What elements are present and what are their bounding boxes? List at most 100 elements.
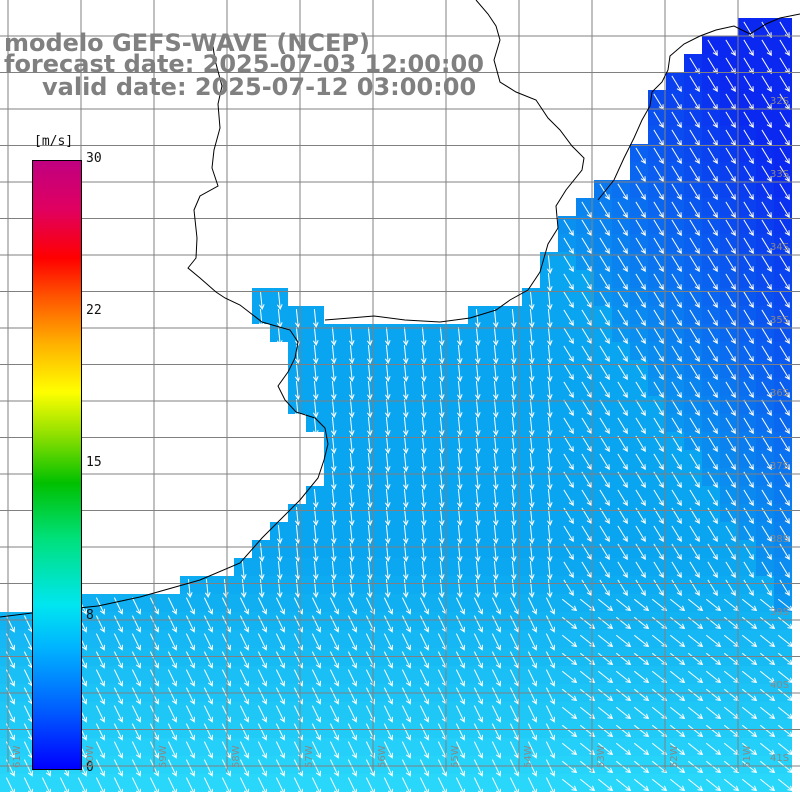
wind-arrow	[597, 706, 614, 720]
wind-arrow	[689, 489, 700, 507]
wind-arrow	[546, 290, 553, 310]
wind-arrow	[563, 453, 574, 471]
wind-arrow	[330, 434, 337, 454]
wind-arrow	[383, 651, 393, 669]
wind-arrow	[221, 777, 231, 795]
wind-arrow	[705, 688, 722, 702]
wind-arrow	[347, 633, 357, 651]
wind-arrow	[527, 705, 537, 723]
wind-arrow	[185, 705, 195, 723]
wind-arrow	[705, 616, 722, 630]
wind-arrow	[635, 165, 646, 183]
wind-arrow	[384, 578, 391, 598]
wind-arrow	[312, 344, 319, 364]
wind-arrow	[276, 326, 283, 346]
wind-arrow	[384, 434, 391, 454]
wind-arrow	[597, 670, 614, 684]
wind-arrow	[669, 778, 686, 792]
wind-arrow	[258, 308, 265, 328]
wind-arrow	[743, 183, 754, 201]
wind-arrow	[330, 542, 337, 562]
wind-arrow	[528, 290, 535, 310]
wind-arrow	[420, 326, 427, 346]
wind-arrow	[366, 344, 373, 364]
wind-arrow	[348, 578, 355, 598]
wind-arrow	[257, 669, 267, 687]
ocean-wind-field	[0, 18, 792, 792]
wind-arrow	[581, 525, 592, 543]
wind-arrow	[527, 723, 537, 741]
wind-arrow	[401, 615, 411, 633]
wind-arrow	[761, 489, 772, 507]
wind-arrow	[275, 669, 285, 687]
wind-arrow	[563, 435, 574, 453]
wind-arrow	[510, 560, 517, 580]
wind-arrow	[759, 616, 776, 630]
wind-arrow	[599, 381, 610, 399]
wind-arrow	[635, 525, 646, 543]
wind-arrow	[527, 741, 537, 759]
wind-arrow	[761, 345, 772, 363]
wind-arrow	[384, 542, 391, 562]
wind-arrow	[366, 560, 373, 580]
wind-arrow	[581, 561, 592, 579]
wind-arrow	[561, 670, 578, 684]
wind-arrow	[420, 542, 427, 562]
wind-arrow	[455, 723, 465, 741]
wind-arrow	[131, 705, 141, 723]
wind-arrow	[741, 634, 758, 648]
wind-arrow	[492, 326, 499, 346]
wind-arrow	[312, 524, 319, 544]
wind-arrow	[509, 669, 519, 687]
wind-arrow	[635, 237, 646, 255]
wind-arrow	[546, 398, 553, 418]
wind-arrow	[671, 399, 682, 417]
wind-arrow	[635, 489, 646, 507]
wind-arrow	[347, 597, 357, 615]
wind-arrow	[777, 598, 794, 612]
wind-arrow	[473, 741, 483, 759]
wind-arrow	[725, 111, 736, 129]
wind-arrow	[635, 381, 646, 399]
wind-arrow	[653, 237, 664, 255]
wind-arrow	[239, 705, 249, 723]
wind-arrow	[635, 543, 646, 561]
wind-arrow	[402, 434, 409, 454]
wind-arrow	[510, 452, 517, 472]
wind-arrow	[743, 525, 754, 543]
wind-arrow	[599, 327, 610, 345]
wind-arrow	[545, 705, 555, 723]
wind-arrow	[77, 777, 87, 795]
wind-arrow	[635, 363, 646, 381]
wind-arrow	[203, 741, 213, 759]
wind-arrow	[383, 597, 393, 615]
wind-arrow	[545, 759, 555, 777]
wind-arrow	[761, 237, 772, 255]
wind-arrow	[633, 616, 650, 630]
wind-arrow	[599, 435, 610, 453]
wind-arrow	[653, 165, 664, 183]
wind-arrow	[185, 651, 195, 669]
lon-label: 59W	[158, 745, 169, 768]
wind-arrow	[669, 670, 686, 684]
wind-arrow	[759, 742, 776, 756]
wind-arrow	[779, 579, 790, 597]
wind-arrow	[761, 363, 772, 381]
wind-arrow	[707, 309, 718, 327]
wind-arrow	[438, 578, 445, 598]
wind-arrow	[635, 561, 646, 579]
wind-arrow	[741, 652, 758, 666]
wind-arrow	[312, 578, 319, 598]
wind-arrow	[689, 363, 700, 381]
wind-arrow	[438, 344, 445, 364]
wind-arrow	[599, 489, 610, 507]
wind-arrow	[221, 597, 231, 615]
wind-arrow	[761, 327, 772, 345]
wind-arrow	[707, 543, 718, 561]
wind-arrow	[474, 416, 481, 436]
wind-arrow	[455, 633, 465, 651]
wind-arrow	[455, 705, 465, 723]
wind-arrow	[561, 598, 578, 612]
wind-arrow	[761, 201, 772, 219]
wind-arrow	[510, 488, 517, 508]
